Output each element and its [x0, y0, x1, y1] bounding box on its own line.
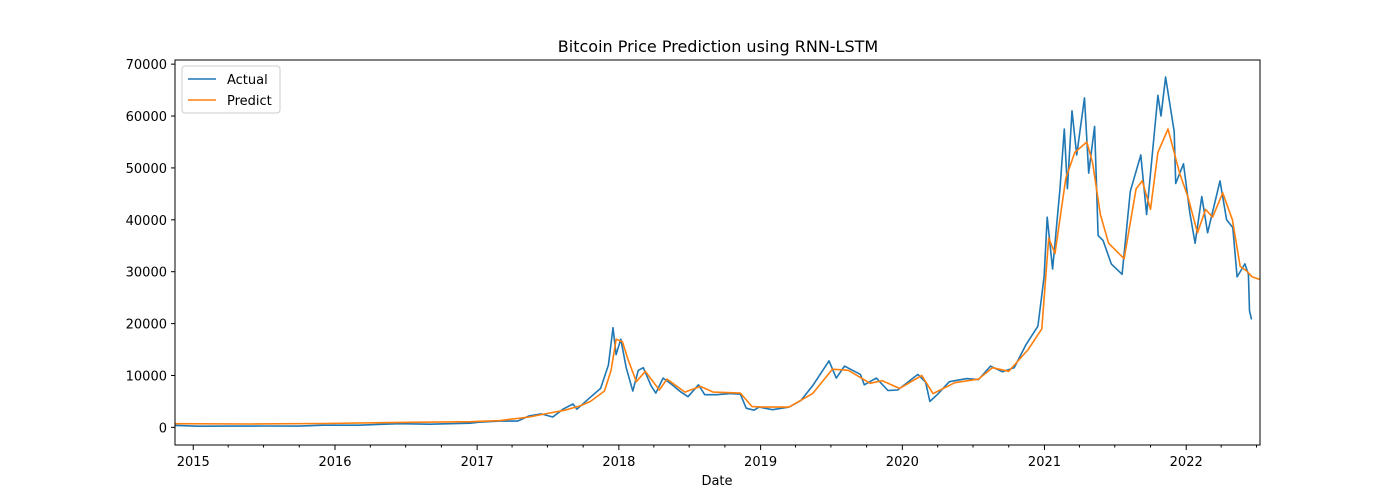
x-tick-label: 2019 — [744, 455, 777, 470]
y-tick-label: 0 — [159, 421, 167, 436]
y-axis: 0 10000 20000 30000 40000 50000 60000 70000 — [126, 58, 175, 436]
legend-label-predict: Predict — [227, 94, 272, 109]
x-tick-label: 2022 — [1170, 455, 1203, 470]
y-tick-label: 60000 — [126, 110, 167, 125]
x-axis-label: Date — [701, 474, 732, 489]
y-tick-label: 50000 — [126, 162, 167, 177]
chart-title: Bitcoin Price Prediction using RNN-LSTM — [558, 37, 878, 56]
legend-box — [181, 65, 281, 114]
x-tick-label: 2017 — [461, 455, 494, 470]
plot-frame — [174, 59, 1261, 446]
x-tick-label: 2021 — [1028, 455, 1061, 470]
y-tick-label: 20000 — [126, 318, 167, 333]
y-tick-label: 70000 — [126, 58, 167, 73]
x-tick-label: 2020 — [886, 455, 919, 470]
x-tick-label: 2016 — [318, 455, 351, 470]
y-tick-label: 40000 — [126, 214, 167, 229]
legend: Actual Predict — [181, 65, 281, 114]
x-tick-label: 2018 — [602, 455, 635, 470]
x-tick-label: 2015 — [177, 455, 210, 470]
x-axis: 2015 2016 2017 2018 2019 2020 2021 2022 — [177, 445, 1258, 470]
plot-area — [174, 76, 1261, 427]
legend-label-actual: Actual — [227, 73, 268, 88]
series-line-predict — [174, 128, 1261, 425]
series-line-actual — [174, 76, 1253, 427]
y-tick-label: 30000 — [126, 266, 167, 281]
y-tick-label: 10000 — [126, 369, 167, 384]
